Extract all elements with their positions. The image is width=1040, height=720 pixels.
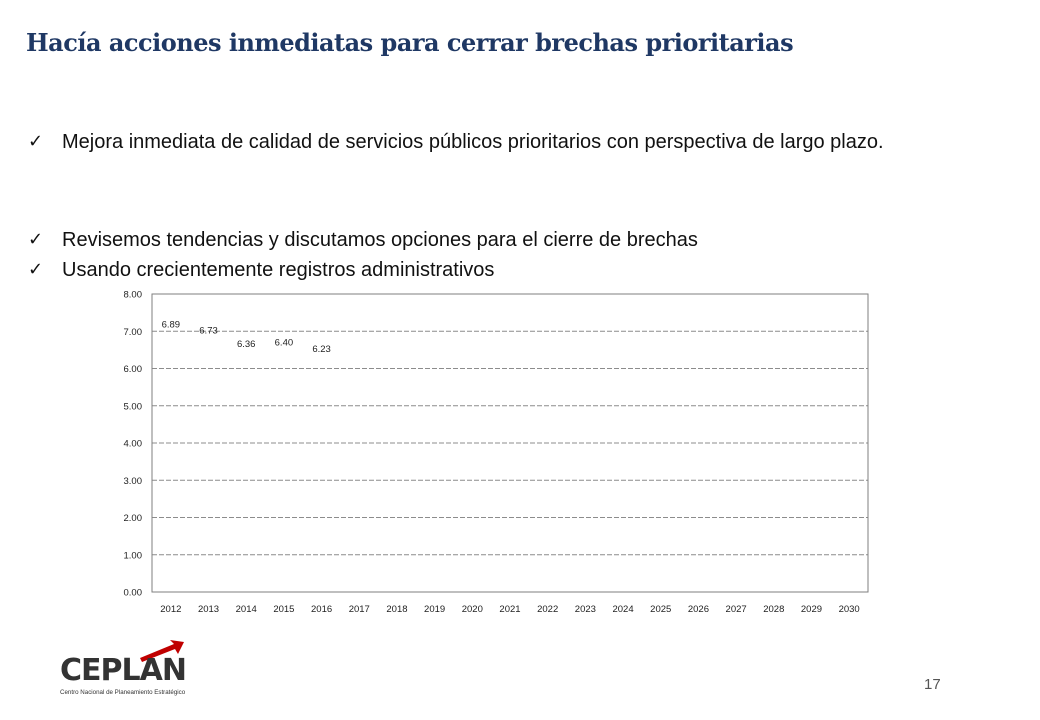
bullet-item: ✓ Usando crecientemente registros admini… <box>28 258 988 282</box>
x-tick-label: 2027 <box>726 604 747 615</box>
bullet-item: ✓ Mejora inmediata de calidad de servici… <box>28 130 988 154</box>
y-tick-label: 2.00 <box>124 513 143 524</box>
data-point <box>170 335 172 337</box>
y-tick-label: 5.00 <box>124 401 143 412</box>
data-point <box>283 353 285 355</box>
chart: 0.00 1.00 2.00 3.00 4.00 5.00 6.00 7.00 8.00 201… <box>124 290 869 615</box>
data-label: 6.36 <box>237 339 256 350</box>
y-tick-label: 1.00 <box>124 550 143 561</box>
logo-text: CEPLAN <box>60 653 186 688</box>
data-label: 6.23 <box>312 344 331 355</box>
x-tick-label: 2019 <box>424 604 445 615</box>
y-tick-label: 0.00 <box>124 588 143 599</box>
x-tick-label: 2022 <box>537 604 558 615</box>
y-tick-label: 8.00 <box>124 290 143 301</box>
ceplan-logo: CEPLAN Centro Nacional de Planeamiento E… <box>58 632 198 698</box>
bullet-text: Revisemos tendencias y discutamos opcion… <box>62 229 698 251</box>
data-point <box>245 354 247 356</box>
x-tick-label: 2012 <box>160 604 181 615</box>
y-tick-label: 4.00 <box>124 439 143 450</box>
x-tick-label: 2014 <box>236 604 257 615</box>
x-tick-label: 2021 <box>499 604 520 615</box>
data-label: 6.73 <box>199 325 218 336</box>
x-tick-label: 2029 <box>801 604 822 615</box>
y-tick-label: 7.00 <box>124 327 143 338</box>
x-tick-label: 2015 <box>273 604 294 615</box>
x-tick-label: 2013 <box>198 604 219 615</box>
x-tick-label: 2024 <box>612 604 633 615</box>
data-labels: 6.89 6.73 6.36 6.40 6.23 <box>162 319 331 355</box>
check-icon: ✓ <box>28 229 44 250</box>
x-tick-label: 2025 <box>650 604 671 615</box>
x-tick-label: 2018 <box>386 604 407 615</box>
plot-border <box>151 293 869 593</box>
x-tick-label: 2026 <box>688 604 709 615</box>
logo-subtitle: Centro Nacional de Planeamiento Estratég… <box>60 689 186 696</box>
gridlines <box>152 293 868 593</box>
bullet-text: Usando crecientemente registros administ… <box>62 259 495 281</box>
data-point <box>321 359 323 361</box>
y-axis-ticks: 0.00 1.00 2.00 3.00 4.00 5.00 6.00 7.00 8.00 <box>124 290 143 599</box>
bullet-item: ✓ Revisemos tendencias y discutamos opci… <box>28 228 988 252</box>
x-tick-label: 2016 <box>311 604 332 615</box>
x-tick-label: 2017 <box>349 604 370 615</box>
check-icon: ✓ <box>28 259 44 280</box>
x-tick-label: 2023 <box>575 604 596 615</box>
y-tick-label: 3.00 <box>124 476 143 487</box>
logo-swoosh-icon <box>140 640 184 662</box>
check-icon: ✓ <box>28 131 44 152</box>
bullet-text: Mejora inmediata de calidad de servicios… <box>62 131 884 153</box>
x-tick-label: 2030 <box>839 604 860 615</box>
y-tick-label: 6.00 <box>124 364 143 375</box>
page-number: 17 <box>924 676 941 693</box>
x-tick-label: 2028 <box>763 604 784 615</box>
data-label: 6.89 <box>162 319 181 330</box>
x-axis-ticks: 2012 2013 2014 2015 2016 2017 2018 2019 2020 2021… <box>160 604 859 615</box>
data-label: 6.40 <box>275 338 294 349</box>
slide-title: Hacía acciones inmediatas para cerrar br… <box>26 28 794 57</box>
x-tick-label: 2020 <box>462 604 483 615</box>
data-point <box>208 341 210 343</box>
